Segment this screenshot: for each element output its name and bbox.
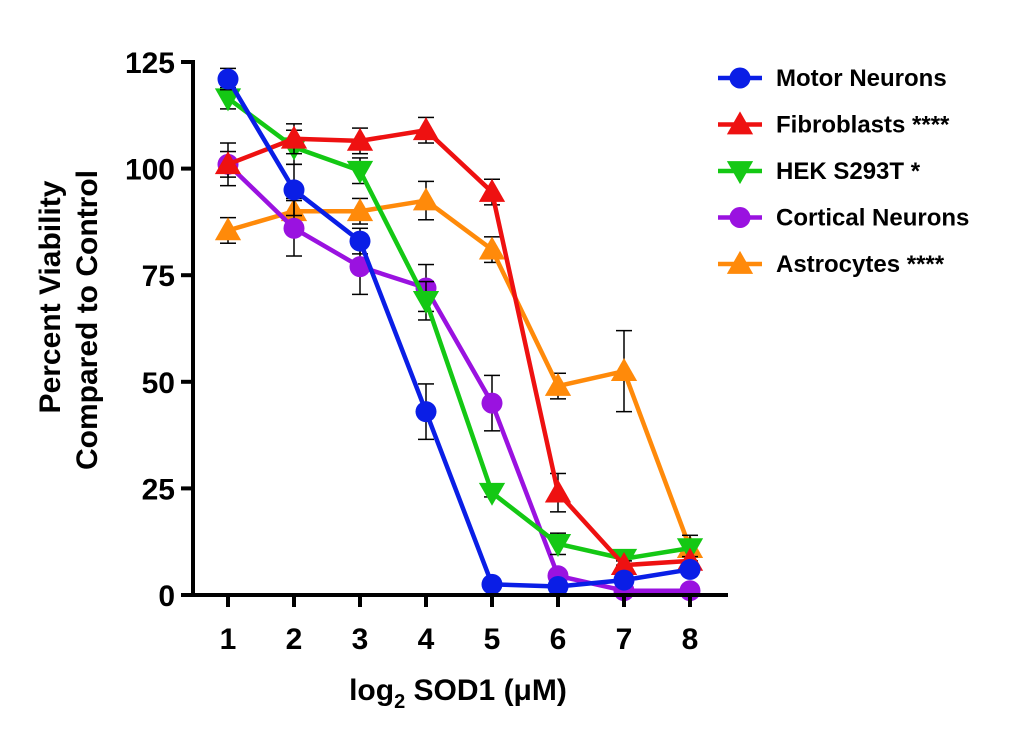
data-point	[544, 479, 572, 503]
y-axis-title-line2: Compared to Control	[71, 170, 104, 470]
data-point	[214, 151, 242, 175]
data-point	[478, 178, 506, 202]
x-axis-title-subscript: 2	[394, 691, 405, 713]
data-point	[412, 117, 440, 141]
x-axis-title: log2 SOD1 (μM)	[349, 674, 567, 713]
y-axis-title-line1: Percent Viability	[34, 180, 67, 413]
data-point	[481, 392, 503, 414]
legend-label: Astrocytes ****	[776, 251, 945, 278]
series-3	[217, 142, 701, 602]
data-point	[349, 256, 371, 278]
legend-item: Fibroblasts ****	[718, 111, 950, 139]
x-axis-title-main: log	[349, 674, 394, 707]
data-point	[280, 125, 308, 149]
legend: Motor Neurons Fibroblasts **** HEK S293T *…	[718, 65, 969, 278]
data-point	[478, 236, 506, 260]
series-line	[227, 198, 693, 549]
y-tick-label: 25	[142, 473, 175, 506]
data-point	[481, 573, 503, 595]
ticks-layer: 0 25 50 75 100 125 1 2 3 4 5 6 7 8	[125, 47, 698, 656]
y-tick-label: 100	[125, 154, 175, 187]
y-tick-label: 75	[142, 260, 175, 293]
legend-marker	[729, 207, 751, 228]
data-point	[610, 358, 638, 381]
legend-item: Astrocytes ****	[718, 250, 945, 278]
data-point	[214, 217, 242, 241]
data-point	[415, 401, 437, 423]
legend-item: Cortical Neurons	[718, 205, 969, 232]
x-tick-label: 4	[418, 623, 435, 656]
data-point	[349, 230, 371, 252]
series-line	[227, 127, 691, 568]
x-tick-label: 5	[484, 623, 501, 656]
series-line	[226, 96, 691, 562]
data-point	[679, 558, 701, 580]
data-point	[217, 68, 239, 90]
x-tick-label: 7	[616, 623, 633, 656]
data-point	[478, 482, 506, 506]
data-point	[544, 533, 572, 557]
x-tick-label: 1	[220, 623, 237, 656]
legend-item: HEK S293T *	[718, 158, 921, 185]
x-tick-label: 8	[682, 623, 699, 656]
legend-marker	[726, 111, 754, 135]
legend-label: Cortical Neurons	[776, 205, 969, 232]
x-tick-label: 3	[352, 623, 369, 656]
data-point	[613, 569, 635, 591]
series-layer	[214, 67, 704, 602]
axes-layer	[191, 60, 728, 597]
data-point	[346, 198, 374, 222]
series-line	[226, 162, 690, 593]
data-point	[346, 127, 374, 151]
data-point	[346, 160, 374, 184]
series-0	[217, 67, 701, 597]
data-point	[544, 372, 572, 396]
y-tick-label: 125	[125, 47, 175, 80]
x-axis-title-rest: SOD1 (μM)	[405, 674, 567, 707]
y-tick-label: 0	[158, 580, 175, 613]
data-point	[412, 290, 440, 314]
data-point	[283, 179, 305, 201]
x-tick-label: 6	[550, 623, 567, 656]
legend-label: HEK S293T *	[776, 158, 921, 185]
x-tick-label: 2	[286, 623, 303, 656]
series-line	[226, 77, 691, 589]
legend-marker	[729, 67, 751, 89]
data-point	[412, 187, 440, 211]
data-point	[283, 217, 305, 239]
legend-label: Motor Neurons	[776, 65, 947, 92]
legend-item: Motor Neurons	[718, 65, 947, 92]
legend-label: Fibroblasts ****	[776, 112, 950, 139]
data-point	[610, 552, 638, 575]
y-tick-label: 50	[142, 367, 175, 400]
series-1	[214, 116, 704, 575]
data-point	[547, 575, 569, 597]
legend-marker	[726, 161, 754, 185]
legend-marker	[726, 250, 754, 274]
